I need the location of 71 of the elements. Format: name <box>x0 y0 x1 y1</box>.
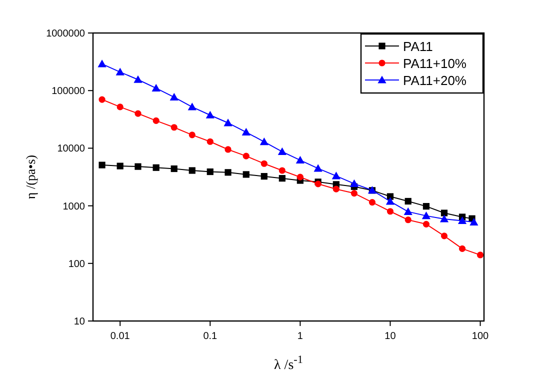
point <box>188 102 196 110</box>
x-tick-label: 10 <box>384 331 396 342</box>
point <box>440 214 449 222</box>
point <box>350 179 359 187</box>
point <box>350 190 358 197</box>
legend-label: PA11 <box>403 39 433 54</box>
point <box>422 220 430 228</box>
point <box>134 163 142 170</box>
x-tick-label: 1 <box>297 331 304 342</box>
point <box>278 167 286 174</box>
point <box>260 138 268 146</box>
point <box>206 110 214 118</box>
y-tick-label: 10000 <box>57 144 86 155</box>
point <box>422 212 431 220</box>
legend-label: PA11+10% <box>403 56 467 71</box>
point <box>404 216 412 224</box>
point <box>152 117 160 124</box>
point <box>188 167 196 174</box>
point <box>152 164 160 171</box>
point <box>224 118 232 126</box>
point <box>332 172 340 180</box>
point <box>116 68 124 76</box>
point <box>404 207 412 215</box>
y-axis-title: η /(pa•s) <box>23 154 38 200</box>
point <box>278 147 286 155</box>
point <box>224 169 232 176</box>
point <box>242 128 250 136</box>
point <box>170 124 178 131</box>
point <box>152 84 160 92</box>
y-tick-label: 100000 <box>52 86 86 98</box>
point <box>188 132 196 138</box>
point <box>440 232 448 240</box>
point <box>332 186 340 192</box>
point <box>116 104 124 110</box>
point <box>422 203 430 210</box>
point <box>206 168 214 176</box>
x-tick-label: 100 <box>472 331 490 342</box>
point <box>386 208 394 215</box>
point <box>314 164 322 172</box>
point <box>98 96 106 103</box>
point <box>170 165 178 172</box>
point <box>206 138 214 145</box>
point <box>224 146 232 153</box>
point <box>98 162 106 168</box>
point <box>242 171 250 178</box>
point <box>404 198 412 205</box>
point <box>458 216 467 224</box>
point <box>170 92 178 100</box>
point <box>278 175 286 182</box>
point <box>242 152 250 160</box>
point <box>476 252 484 258</box>
y-tick-label: 1000 <box>62 201 86 212</box>
point <box>98 60 106 68</box>
y-tick-label: 100 <box>68 258 86 270</box>
point <box>134 110 142 117</box>
point <box>260 160 268 167</box>
x-tick-label: 0.01 <box>110 331 130 342</box>
point <box>296 174 304 180</box>
point <box>260 173 268 180</box>
point <box>440 210 448 216</box>
point <box>368 199 376 206</box>
y-tick-label: 1000000 <box>46 28 86 40</box>
point <box>386 197 395 205</box>
point <box>458 245 466 252</box>
point <box>116 162 124 170</box>
x-axis-title: λ /s$^{-1}$ <box>274 354 303 373</box>
point <box>134 75 142 83</box>
x-tick-label: 0.1 <box>203 331 218 342</box>
point <box>296 156 304 164</box>
legend-label: PA11+20% <box>403 73 467 88</box>
y-tick-label: 10 <box>74 316 86 328</box>
